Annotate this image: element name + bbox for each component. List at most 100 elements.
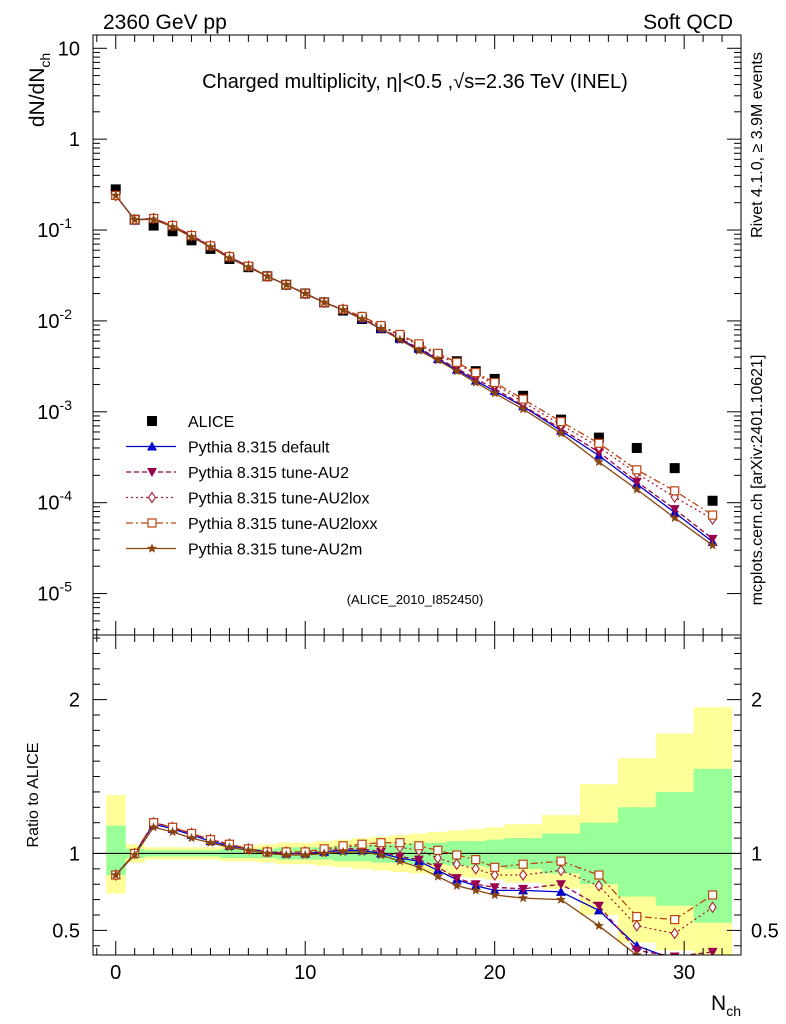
main-point-au2m (593, 456, 604, 467)
ratio-point-au2m (376, 849, 386, 860)
ratio-point-au2loxx (414, 841, 424, 851)
main-series-au2m (110, 190, 718, 550)
ratio-frame (92, 634, 742, 956)
legend-label-au2: Pythia 8.315 tune-AU2 (188, 465, 349, 482)
ratio-point-au2m (319, 848, 330, 858)
main-y-tick-label: 10-2 (37, 306, 72, 333)
main-y-ticks: 10 1 10-1 10-2 10-3 10-4 10-5 (37, 38, 741, 631)
main-y-tick-label: 1 (69, 129, 80, 151)
chart-title: Charged multiplicity, η|<0.5 ,√s=2.36 Te… (202, 71, 628, 93)
ratio-point-au2m (281, 849, 292, 860)
ratio-point-au2lox (452, 858, 461, 871)
legend-marker-au2m (147, 543, 157, 553)
ratio-point-au2m (186, 832, 197, 843)
main-y-tick-label: 10-5 (37, 579, 72, 606)
ratio-point-au2lox (708, 901, 717, 914)
header-left: 2360 GeV pp (103, 11, 227, 34)
main-point-au2m (281, 279, 292, 289)
main-point-au2m (518, 403, 529, 414)
ratio-point-au2m (357, 846, 367, 857)
legend-label-au2lox: Pythia 8.315 tune-AU2lox (188, 491, 369, 508)
legend: ALICE Pythia 8.315 default Pythia 8.315 tu… (126, 414, 377, 559)
ratio-point-au2 (593, 901, 604, 911)
main-point-au2 (669, 505, 680, 515)
ratio-series-au2m (110, 822, 714, 955)
analysis-tag: (ALICE_2010_I852450) (347, 592, 484, 607)
main-point-au2loxx (452, 357, 462, 367)
main-point-au2m (357, 313, 367, 324)
legend-label-au2loxx: Pythia 8.315 tune-AU2loxx (188, 516, 377, 533)
main-point-au2m (338, 304, 349, 315)
main-point-alice (148, 220, 159, 231)
ratio-point-au2m (470, 885, 481, 895)
ratio-point-au2m (224, 842, 235, 852)
ratio-point-au2m (395, 855, 405, 866)
ratio-point-au2loxx (594, 870, 604, 880)
legend-label-default: Pythia 8.315 default (188, 440, 330, 457)
ratio-y-tick-label-right: 2 (751, 690, 762, 712)
x-tick-label: 10 (294, 962, 316, 984)
ratio-point-au2loxx (670, 915, 680, 925)
ratio-point-au2m (338, 846, 349, 857)
ratio-point-au2lox (670, 927, 679, 940)
main-point-alice (707, 495, 718, 506)
ratio-band-inner (617, 807, 657, 897)
ratio-x-ticks: 0 10 20 30 (96, 635, 742, 984)
ratio-point-au2m (148, 822, 159, 832)
main-point-au2m (110, 190, 121, 200)
ratio-point-au2m (518, 892, 529, 903)
main-point-alice (110, 184, 121, 195)
ratio-band-inner (655, 791, 695, 906)
main-point-au2m (300, 288, 311, 298)
ratio-point-au2m (556, 894, 566, 904)
main-y-tick-label: 10 (58, 38, 80, 60)
ratio-point-au2m (711, 952, 714, 955)
main-point-au2m (432, 354, 443, 365)
main-y-tick-label: 10-3 (37, 397, 72, 424)
main-point-au2 (631, 477, 642, 487)
ratio-point-au2m (300, 849, 311, 860)
ratio-point-au2lox (490, 869, 499, 881)
ratio-point-au2lox (556, 864, 566, 877)
legend-marker-alice (147, 416, 157, 426)
ratio-point-au2loxx (490, 862, 500, 872)
side-label-bottom: mcplots.cern.ch [arXiv:2401.10621] (749, 355, 766, 606)
ratio-point-default (556, 886, 566, 896)
main-point-au2loxx (518, 394, 528, 404)
main-panel: 10 1 10-1 10-2 10-3 10-4 10-5 Charged multipli… (26, 34, 742, 636)
main-point-au2 (707, 534, 718, 544)
ratio-point-au2m (110, 869, 121, 880)
ratio-point-au2m (413, 862, 424, 872)
main-point-au2m (224, 253, 235, 263)
ratio-point-au2loxx (452, 850, 462, 860)
ratio-point-au2loxx (707, 890, 718, 900)
ratio-point-au2 (707, 947, 718, 955)
legend-label-au2m: Pythia 8.315 tune-AU2m (188, 542, 362, 559)
ratio-band-inner (693, 768, 733, 923)
ratio-point-au2lox (594, 879, 604, 892)
main-point-au2loxx (632, 465, 642, 475)
main-point-au2m (470, 377, 481, 387)
ratio-plot-area (93, 707, 741, 955)
ratio-line-au2loxx (115, 821, 713, 921)
side-label-top: Rivet 4.1.0, ≥ 3.9M events (749, 52, 766, 238)
main-point-au2m (129, 214, 140, 224)
ratio-point-au2m (262, 848, 273, 858)
legend-marker-au2lox (147, 491, 157, 504)
main-point-alice (669, 463, 680, 474)
ratio-point-au2m (205, 837, 216, 847)
ratio-point-au2m (432, 871, 443, 881)
ratio-point-au2 (669, 952, 680, 955)
ratio-point-au2m (243, 845, 254, 855)
main-point-au2loxx (490, 377, 500, 388)
ratio-point-au2lox (518, 869, 528, 881)
ratio-point-au2loxx (376, 838, 386, 848)
ratio-point-au2loxx (518, 859, 528, 869)
ratio-point-au2loxx (471, 855, 481, 865)
legend-marker-au2loxx (147, 518, 157, 528)
ratio-y-axis-label: Ratio to ALICE (25, 743, 42, 848)
main-point-au2m (631, 484, 642, 494)
main-point-au2m (262, 271, 273, 281)
legend-label-alice: ALICE (188, 414, 234, 431)
main-point-au2m (556, 428, 566, 438)
